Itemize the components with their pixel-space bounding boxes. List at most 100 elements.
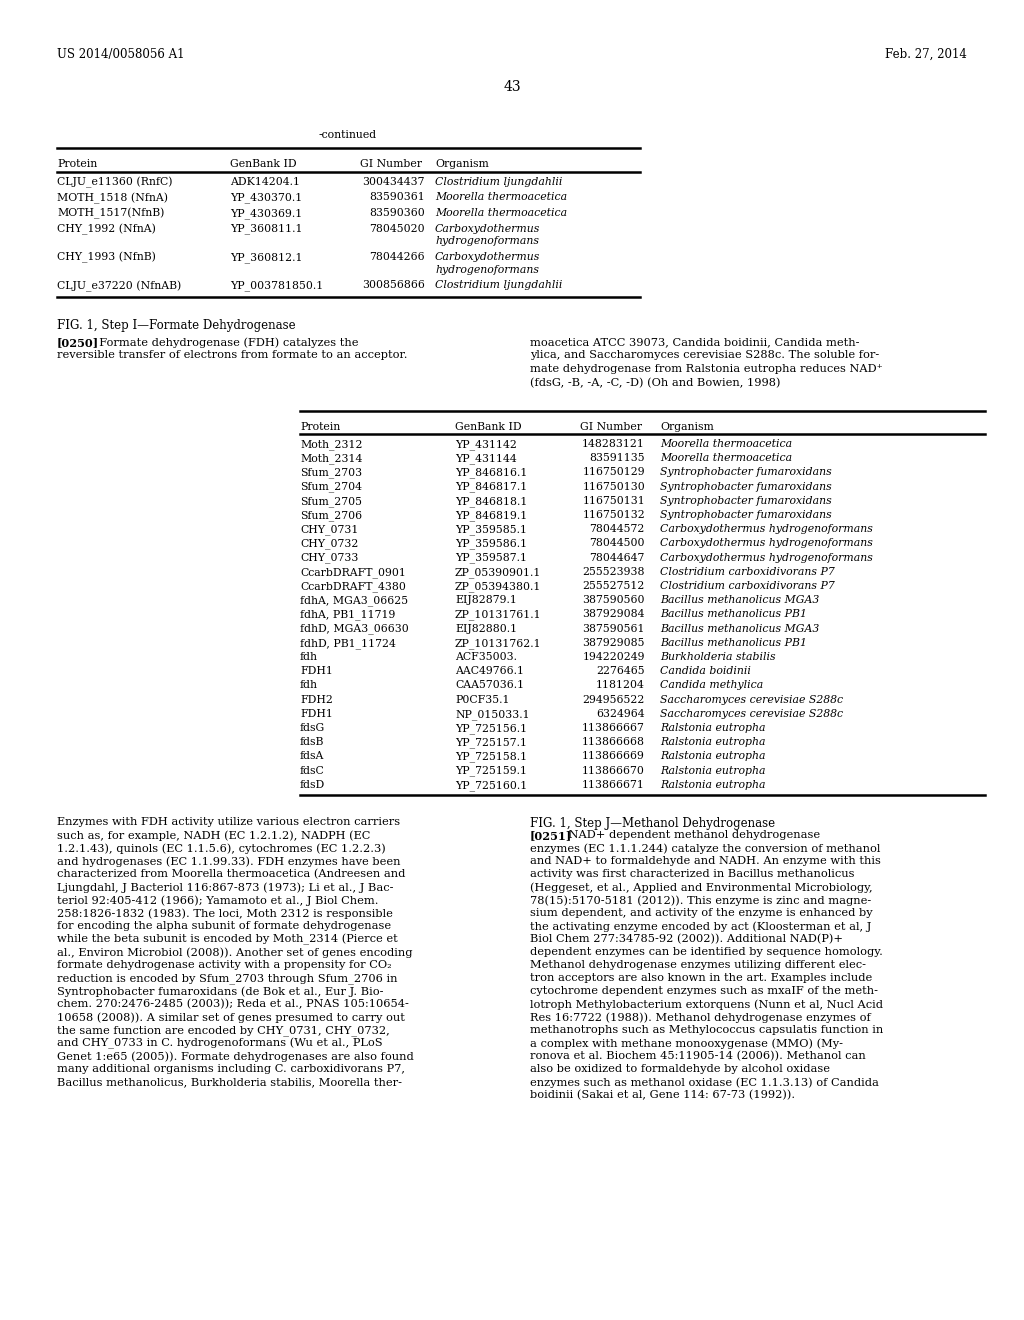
Text: 83590360: 83590360 (370, 209, 425, 218)
Text: a complex with methane monooxygenase (MMO) (My-: a complex with methane monooxygenase (MM… (530, 1038, 843, 1048)
Text: and hydrogenases (EC 1.1.99.33). FDH enzymes have been: and hydrogenases (EC 1.1.99.33). FDH enz… (57, 855, 400, 866)
Text: fdh: fdh (300, 652, 318, 663)
Text: YP_430370.1: YP_430370.1 (230, 193, 302, 203)
Text: fdhA, PB1_11719: fdhA, PB1_11719 (300, 610, 395, 620)
Text: 113866671: 113866671 (582, 780, 645, 789)
Text: Moorella thermoacetica: Moorella thermoacetica (435, 193, 567, 202)
Text: 116750131: 116750131 (583, 496, 645, 506)
Text: Syntrophobacter fumaroxidans: Syntrophobacter fumaroxidans (660, 496, 831, 506)
Text: 113866668: 113866668 (582, 737, 645, 747)
Text: YP_359587.1: YP_359587.1 (455, 553, 527, 564)
Text: 1181204: 1181204 (596, 680, 645, 690)
Text: 116750130: 116750130 (583, 482, 645, 491)
Text: Sfum_2705: Sfum_2705 (300, 496, 362, 507)
Text: enzymes (EC 1.1.1.244) catalyze the conversion of methanol: enzymes (EC 1.1.1.244) catalyze the conv… (530, 843, 881, 854)
Text: 387929084: 387929084 (583, 610, 645, 619)
Text: Syntrophobacter fumaroxidans (de Bok et al., Eur J. Bio-: Syntrophobacter fumaroxidans (de Bok et … (57, 986, 384, 997)
Text: 6324964: 6324964 (596, 709, 645, 719)
Text: ZP_10131761.1: ZP_10131761.1 (455, 610, 542, 620)
Text: (fdsG, -B, -A, -C, -D) (Oh and Bowien, 1998): (fdsG, -B, -A, -C, -D) (Oh and Bowien, 1… (530, 378, 780, 388)
Text: Carboxydothermus hydrogenoformans: Carboxydothermus hydrogenoformans (660, 553, 872, 562)
Text: 78044500: 78044500 (590, 539, 645, 548)
Text: NP_015033.1: NP_015033.1 (455, 709, 529, 719)
Text: Saccharomyces cerevisiae S288c: Saccharomyces cerevisiae S288c (660, 709, 843, 719)
Text: Carboxydothermus: Carboxydothermus (435, 223, 541, 234)
Text: Moorella thermoacetica: Moorella thermoacetica (660, 440, 793, 449)
Text: sium dependent, and activity of the enzyme is enhanced by: sium dependent, and activity of the enzy… (530, 908, 872, 917)
Text: Genet 1:e65 (2005)). Formate dehydrogenases are also found: Genet 1:e65 (2005)). Formate dehydrogena… (57, 1051, 414, 1061)
Text: 78(15):5170-5181 (2012)). This enzyme is zinc and magne-: 78(15):5170-5181 (2012)). This enzyme is… (530, 895, 871, 906)
Text: formate dehydrogenase activity with a propensity for CO₂: formate dehydrogenase activity with a pr… (57, 960, 391, 970)
Text: Clostridium ljungdahlii: Clostridium ljungdahlii (435, 177, 562, 187)
Text: YP_846816.1: YP_846816.1 (455, 467, 527, 478)
Text: Moorella thermoacetica: Moorella thermoacetica (660, 453, 793, 463)
Text: activity was first characterized in Bacillus methanolicus: activity was first characterized in Baci… (530, 869, 854, 879)
Text: tron acceptors are also known in the art. Examples include: tron acceptors are also known in the art… (530, 973, 872, 983)
Text: NAD+ dependent methanol dehydrogenase: NAD+ dependent methanol dehydrogenase (565, 830, 820, 840)
Text: al., Environ Microbiol (2008)). Another set of genes encoding: al., Environ Microbiol (2008)). Another … (57, 946, 413, 957)
Text: Moorella thermoacetica: Moorella thermoacetica (435, 209, 567, 218)
Text: Syntrophobacter fumaroxidans: Syntrophobacter fumaroxidans (660, 510, 831, 520)
Text: YP_725156.1: YP_725156.1 (455, 723, 527, 734)
Text: ZP_05390901.1: ZP_05390901.1 (455, 566, 542, 578)
Text: 78044266: 78044266 (370, 252, 425, 261)
Text: reduction is encoded by Sfum_2703 through Sfum_2706 in: reduction is encoded by Sfum_2703 throug… (57, 973, 397, 983)
Text: -continued: -continued (318, 129, 377, 140)
Text: Organism: Organism (660, 422, 714, 432)
Text: 194220249: 194220249 (583, 652, 645, 663)
Text: [0251]: [0251] (530, 830, 572, 841)
Text: boidinii (Sakai et al, Gene 114: 67-73 (1992)).: boidinii (Sakai et al, Gene 114: 67-73 (… (530, 1090, 795, 1101)
Text: 43: 43 (503, 81, 521, 94)
Text: Ralstonia eutropha: Ralstonia eutropha (660, 751, 766, 762)
Text: Protein: Protein (57, 158, 97, 169)
Text: US 2014/0058056 A1: US 2014/0058056 A1 (57, 48, 184, 61)
Text: 116750129: 116750129 (583, 467, 645, 478)
Text: Sfum_2706: Sfum_2706 (300, 510, 362, 520)
Text: Candida methylica: Candida methylica (660, 680, 763, 690)
Text: Moth_2312: Moth_2312 (300, 440, 362, 450)
Text: 1.2.1.43), quinols (EC 1.1.5.6), cytochromes (EC 1.2.2.3): 1.2.1.43), quinols (EC 1.1.5.6), cytochr… (57, 843, 386, 854)
Text: AAC49766.1: AAC49766.1 (455, 667, 524, 676)
Text: YP_359586.1: YP_359586.1 (455, 539, 527, 549)
Text: 78045020: 78045020 (370, 223, 425, 234)
Text: 83591135: 83591135 (590, 453, 645, 463)
Text: Enzymes with FDH activity utilize various electron carriers: Enzymes with FDH activity utilize variou… (57, 817, 400, 828)
Text: Candida boidinii: Candida boidinii (660, 667, 751, 676)
Text: Sfum_2703: Sfum_2703 (300, 467, 362, 478)
Text: Ljungdahl, J Bacteriol 116:867-873 (1973); Li et al., J Bac-: Ljungdahl, J Bacteriol 116:867-873 (1973… (57, 882, 393, 892)
Text: such as, for example, NADH (EC 1.2.1.2), NADPH (EC: such as, for example, NADH (EC 1.2.1.2),… (57, 830, 371, 841)
Text: fdhD, MGA3_06630: fdhD, MGA3_06630 (300, 623, 409, 635)
Text: lotroph Methylobacterium extorquens (Nunn et al, Nucl Acid: lotroph Methylobacterium extorquens (Nun… (530, 999, 883, 1010)
Text: YP_846817.1: YP_846817.1 (455, 482, 527, 492)
Text: Bacillus methanolicus PB1: Bacillus methanolicus PB1 (660, 638, 807, 648)
Text: 78044572: 78044572 (590, 524, 645, 535)
Text: Clostridium ljungdahlii: Clostridium ljungdahlii (435, 281, 562, 290)
Text: YP_360812.1: YP_360812.1 (230, 252, 302, 263)
Text: CcarbDRAFT_4380: CcarbDRAFT_4380 (300, 581, 406, 591)
Text: 78044647: 78044647 (590, 553, 645, 562)
Text: Ralstonia eutropha: Ralstonia eutropha (660, 766, 766, 776)
Text: YP_360811.1: YP_360811.1 (230, 223, 302, 234)
Text: MOTH_1517(NfnB): MOTH_1517(NfnB) (57, 209, 165, 219)
Text: fdsA: fdsA (300, 751, 325, 762)
Text: GenBank ID: GenBank ID (455, 422, 521, 432)
Text: [0250]: [0250] (57, 337, 99, 348)
Text: 10658 (2008)). A similar set of genes presumed to carry out: 10658 (2008)). A similar set of genes pr… (57, 1012, 404, 1023)
Text: FDH1: FDH1 (300, 709, 333, 719)
Text: Ralstonia eutropha: Ralstonia eutropha (660, 780, 766, 789)
Text: reversible transfer of electrons from formate to an acceptor.: reversible transfer of electrons from fo… (57, 351, 408, 360)
Text: dependent enzymes can be identified by sequence homology.: dependent enzymes can be identified by s… (530, 946, 883, 957)
Text: fdsG: fdsG (300, 723, 326, 733)
Text: cytochrome dependent enzymes such as mxaIF of the meth-: cytochrome dependent enzymes such as mxa… (530, 986, 878, 997)
Text: ylica, and Saccharomyces cerevisiae S288c. The soluble for-: ylica, and Saccharomyces cerevisiae S288… (530, 351, 880, 360)
Text: FIG. 1, Step I—Formate Dehydrogenase: FIG. 1, Step I—Formate Dehydrogenase (57, 319, 296, 333)
Text: many additional organisms including C. carboxidivorans P7,: many additional organisms including C. c… (57, 1064, 406, 1074)
Text: YP_431144: YP_431144 (455, 453, 517, 463)
Text: ZP_05394380.1: ZP_05394380.1 (455, 581, 542, 591)
Text: while the beta subunit is encoded by Moth_2314 (Pierce et: while the beta subunit is encoded by Mot… (57, 935, 397, 945)
Text: CHY_0732: CHY_0732 (300, 539, 358, 549)
Text: Carboxydothermus hydrogenoformans: Carboxydothermus hydrogenoformans (660, 539, 872, 548)
Text: 300856866: 300856866 (362, 281, 425, 290)
Text: the same function are encoded by CHY_0731, CHY_0732,: the same function are encoded by CHY_073… (57, 1026, 390, 1036)
Text: Syntrophobacter fumaroxidans: Syntrophobacter fumaroxidans (660, 482, 831, 491)
